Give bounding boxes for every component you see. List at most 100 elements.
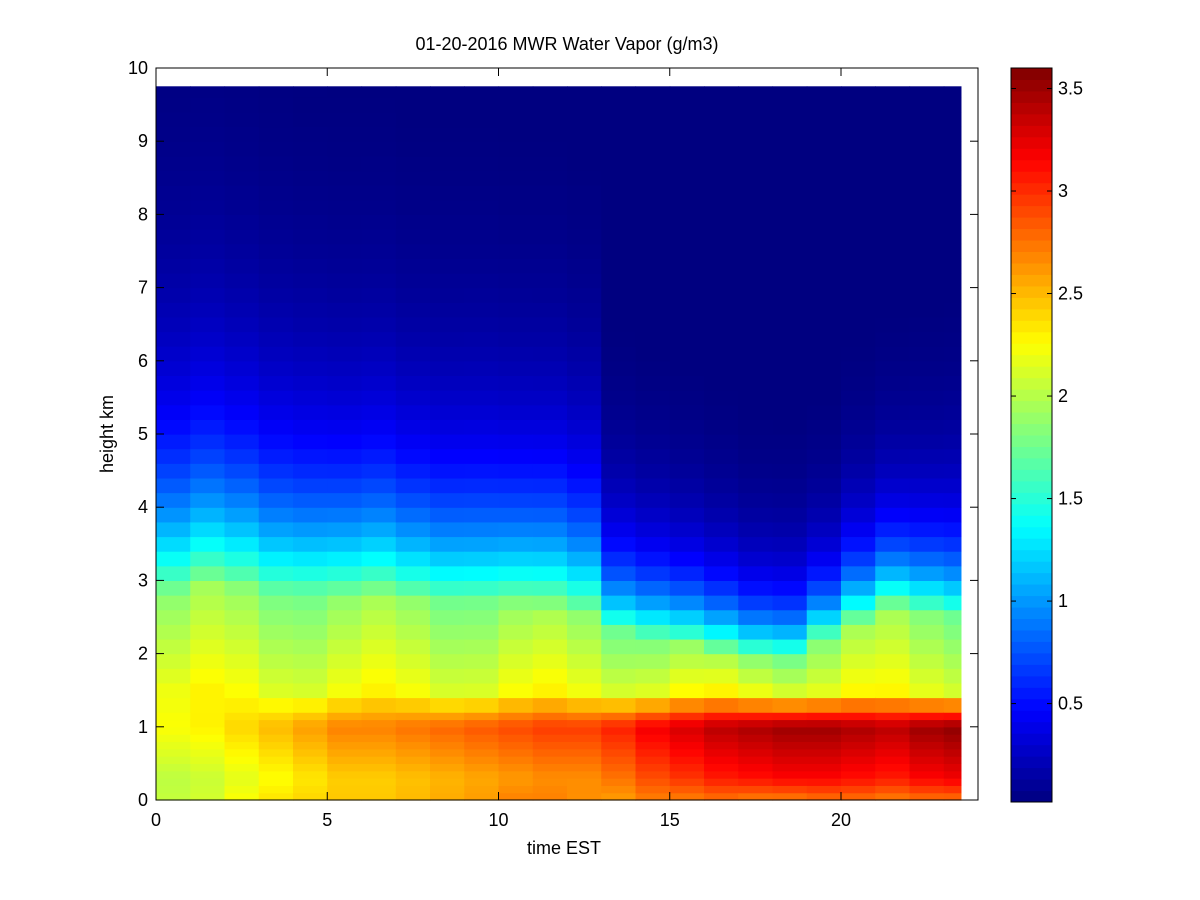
heatmap-cell [464, 229, 500, 245]
heatmap-cell [669, 748, 705, 757]
heatmap-cell [498, 214, 534, 230]
heatmap-cell [943, 734, 962, 743]
heatmap-cell [601, 463, 637, 479]
heatmap-cell [567, 507, 602, 523]
heatmap-cell [943, 155, 962, 172]
colorbar-swatch [1011, 354, 1052, 367]
heatmap-cell [841, 258, 876, 274]
y-tick-label: 4 [138, 497, 148, 517]
heatmap-cell [841, 302, 876, 318]
heatmap-cell [430, 719, 465, 728]
heatmap-cell [669, 580, 705, 596]
heatmap-cell [841, 287, 876, 303]
y-tick-label: 5 [138, 424, 148, 444]
heatmap-cell [567, 565, 602, 581]
heatmap-cell [806, 126, 842, 142]
heatmap-cell [430, 638, 465, 655]
heatmap-cell [190, 419, 226, 435]
heatmap-cell [464, 126, 500, 142]
heatmap-cell [704, 748, 739, 757]
heatmap-cell [361, 229, 397, 245]
heatmap-cell [224, 712, 260, 721]
heatmap-cell [395, 551, 431, 567]
heatmap-cell [258, 507, 294, 523]
heatmap-cell [395, 419, 431, 435]
heatmap-cell [156, 170, 191, 186]
heatmap-cell [532, 565, 568, 581]
heatmap-cell [909, 375, 945, 391]
heatmap-cell [669, 734, 705, 743]
heatmap-cell [327, 316, 363, 333]
heatmap-cell [224, 551, 260, 567]
heatmap-cell [875, 536, 911, 552]
heatmap-cell [293, 770, 328, 779]
heatmap-cell [293, 492, 328, 508]
heatmap-cell [738, 551, 774, 567]
heatmap-cell [909, 624, 945, 640]
heatmap-cell [943, 243, 962, 259]
heatmap-cell [841, 712, 876, 721]
heatmap-cell [635, 331, 671, 347]
x-tick-label: 5 [322, 810, 332, 830]
heatmap-cell [258, 668, 294, 684]
heatmap-cell [567, 580, 602, 596]
colorbar-swatch [1011, 113, 1052, 126]
heatmap-cell [601, 141, 637, 157]
heatmap-cell [190, 756, 226, 764]
heatmap-cell [361, 141, 397, 157]
heatmap-cell [567, 668, 602, 684]
heatmap-cell [361, 199, 397, 215]
heatmap-cell [875, 155, 911, 172]
heatmap-cell [395, 792, 431, 801]
heatmap-cell [909, 785, 945, 794]
heatmap-cell [532, 434, 568, 450]
heatmap-cell [669, 97, 705, 113]
colorbar-swatch [1011, 675, 1052, 688]
heatmap-cell [738, 734, 774, 743]
heatmap-cell [464, 653, 500, 669]
heatmap-cell [875, 756, 911, 764]
heatmap-cell [841, 331, 876, 347]
heatmap-cell [738, 287, 774, 303]
heatmap-cell [190, 272, 226, 289]
heatmap-cell [224, 624, 260, 640]
heatmap-cell [532, 726, 568, 735]
heatmap-cell [943, 448, 962, 464]
heatmap-cell [430, 214, 465, 230]
heatmap-cell [224, 185, 260, 201]
heatmap-cell [943, 580, 962, 596]
heatmap-cell [738, 185, 774, 201]
heatmap-cell [669, 609, 705, 625]
heatmap-cell [875, 185, 911, 201]
heatmap-cell [909, 287, 945, 303]
heatmap-cell [635, 199, 671, 215]
colorbar-swatch [1011, 790, 1052, 803]
heatmap-cell [327, 463, 363, 479]
heatmap-cell [395, 331, 431, 347]
heatmap-cell [327, 748, 363, 757]
colorbar-swatch [1011, 480, 1052, 493]
heatmap-cell [532, 492, 568, 508]
heatmap-cell [567, 419, 602, 435]
colorbar-swatch [1011, 389, 1052, 402]
heatmap-cell [395, 229, 431, 245]
heatmap-cell [498, 792, 534, 801]
colorbar-tick-label: 0.5 [1058, 694, 1083, 714]
heatmap-cell [669, 712, 705, 721]
heatmap-cell [772, 741, 808, 750]
heatmap-cell [498, 785, 534, 794]
heatmap-cell [532, 712, 568, 721]
heatmap-cell [806, 390, 842, 406]
colorbar-swatch [1011, 710, 1052, 723]
heatmap-cell [327, 565, 363, 581]
heatmap-cell [704, 595, 739, 611]
heatmap-cell [395, 199, 431, 215]
heatmap-cell [704, 346, 739, 362]
y-tick-label: 7 [138, 278, 148, 298]
heatmap-cell [841, 653, 876, 669]
heatmap-cell [806, 287, 842, 303]
heatmap-cell [361, 551, 397, 567]
heatmap-cell [772, 638, 808, 655]
heatmap-cell [875, 141, 911, 157]
heatmap-cell [909, 448, 945, 464]
